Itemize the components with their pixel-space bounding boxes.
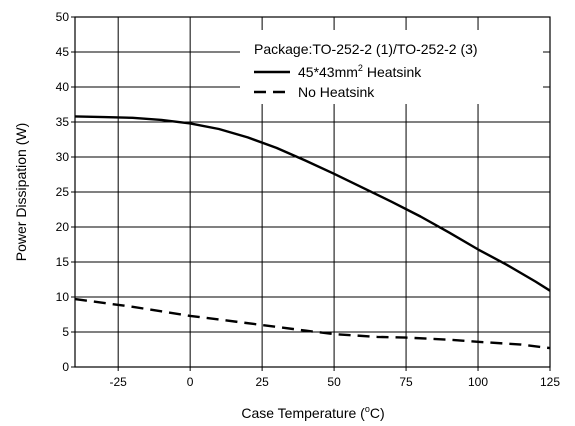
y-tick-label: 45 [56,45,70,59]
series-line-heatsink [74,115,551,292]
y-tick-label: 5 [62,325,69,339]
y-tick-label: 50 [56,10,70,24]
x-tick-label: 75 [399,375,413,389]
y-tick-label: 30 [56,150,70,164]
y-tick-label: 20 [56,220,70,234]
y-tick-label: 35 [56,115,70,129]
y-tick-label: 15 [56,255,70,269]
series-line-no-heatsink [74,297,551,350]
y-tick-label: 25 [56,185,70,199]
x-tick-label: 50 [327,375,341,389]
x-axis-label: Case Temperature (oC) [241,404,384,421]
y-tick-label: 10 [56,290,70,304]
legend-entry-no-heatsink: No Heatsink [298,84,375,100]
y-tick-label: 0 [62,360,69,374]
x-tick-label: 25 [255,375,269,389]
legend-entry-heatsink: 45*43mm2 Heatsink [298,63,422,80]
series-layer [74,115,551,350]
tick-labels: -25 0 25 50 75 100 125 0 5 10 15 20 25 30 35 40 45 50 [56,10,561,389]
x-tick-label: -25 [110,375,128,389]
x-tick-label: 0 [187,375,194,389]
x-tick-label: 125 [540,375,560,389]
legend-title: Package:TO-252-2 (1)/TO-252-2 (3) [254,41,478,57]
y-tick-label: 40 [56,80,70,94]
y-axis-label: Power Dissipation (W) [13,123,29,261]
legend-box [240,30,543,104]
x-tick-label: 100 [468,375,488,389]
